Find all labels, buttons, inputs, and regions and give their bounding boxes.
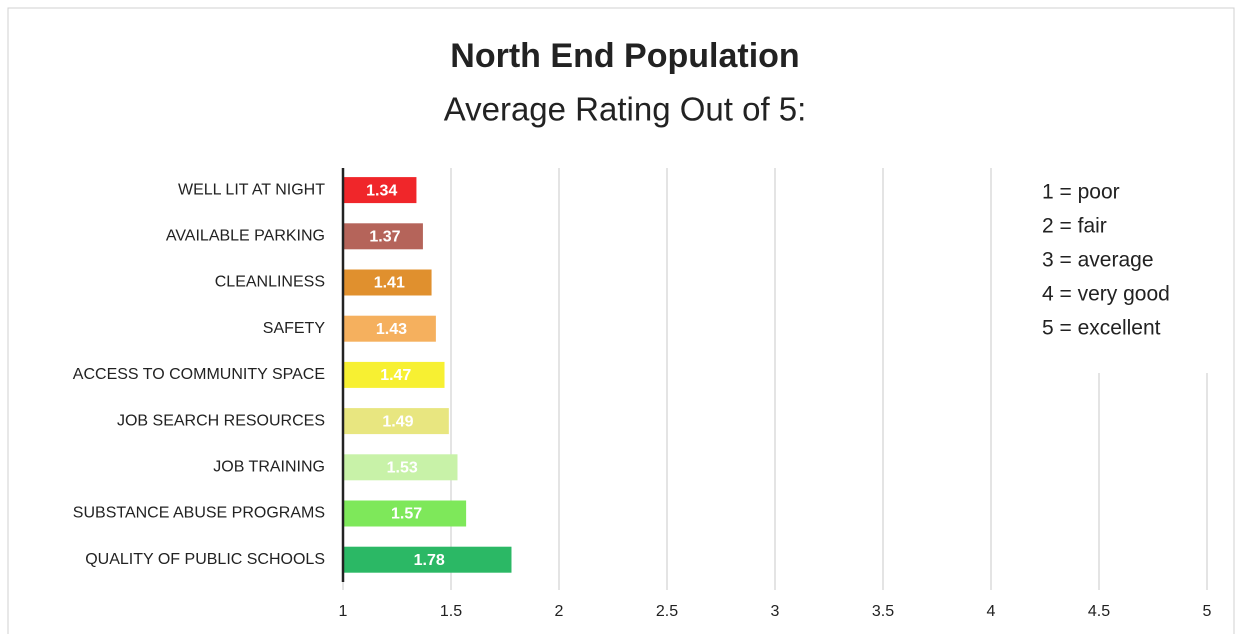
annotation: 3 = average — [1042, 249, 1154, 272]
data-label: 1.41 — [374, 275, 405, 292]
bar — [343, 177, 417, 204]
x-tick-label: 1 — [339, 603, 348, 620]
annotation: 2 = fair — [1042, 215, 1107, 238]
x-tick-label: 2 — [555, 603, 564, 620]
chart-subtitle: Average Rating Out of 5: — [444, 91, 807, 128]
bar — [343, 269, 432, 296]
data-label: 1.57 — [391, 506, 422, 523]
data-label: 1.49 — [382, 413, 413, 430]
bar — [343, 361, 445, 388]
data-label: 1.47 — [380, 367, 411, 384]
x-tick-label: 4.5 — [1088, 603, 1110, 620]
bar — [343, 223, 423, 250]
x-tick-label: 1.5 — [440, 603, 462, 620]
bar — [343, 500, 467, 527]
y-tick-label: JOB SEARCH RESOURCES — [117, 412, 325, 429]
y-tick-label: SUBSTANCE ABUSE PROGRAMS — [73, 505, 325, 522]
y-tick-label: QUALITY OF PUBLIC SCHOOLS — [85, 551, 325, 568]
y-tick-label: JOB TRAINING — [213, 459, 325, 476]
y-tick-label: CLEANLINESS — [215, 274, 325, 291]
annotation: 1 = poor — [1042, 181, 1120, 204]
x-tick-label: 3 — [771, 603, 780, 620]
x-tick-label: 4 — [987, 603, 996, 620]
bar — [343, 408, 449, 435]
annotation: 4 = very good — [1042, 283, 1170, 306]
y-tick-label: AVAILABLE PARKING — [166, 228, 325, 245]
x-tick-label: 2.5 — [656, 603, 678, 620]
bar — [343, 454, 458, 481]
chart-title: North End Population — [450, 37, 799, 75]
data-label: 1.37 — [369, 229, 400, 246]
bar — [343, 546, 512, 573]
bar — [343, 315, 436, 342]
data-label: 1.53 — [387, 460, 418, 477]
data-label: 1.34 — [366, 182, 397, 199]
x-tick-label: 5 — [1203, 603, 1212, 620]
y-tick-label: ACCESS TO COMMUNITY SPACE — [73, 366, 325, 383]
annotation-box — [1028, 168, 1213, 373]
annotation: 5 = excellent — [1042, 317, 1161, 340]
data-label: 1.78 — [414, 552, 445, 569]
y-tick-label: SAFETY — [263, 320, 326, 337]
data-label: 1.43 — [376, 321, 407, 338]
y-tick-label: WELL LIT AT NIGHT — [178, 181, 325, 198]
x-tick-label: 3.5 — [872, 603, 894, 620]
